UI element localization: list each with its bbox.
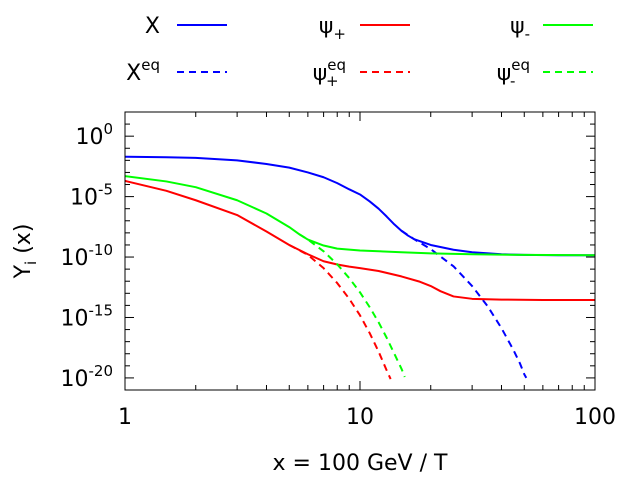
series-line-psi_minus (125, 175, 595, 257)
y-tick-exponent: -15 (89, 301, 114, 319)
legend-entry-psi_plus_eq: ψeq + (313, 56, 410, 90)
series-line-psi_minus_eq (298, 233, 406, 378)
legend-label-sup: eq (141, 56, 160, 74)
y-tick-exponent: -10 (89, 241, 114, 259)
y-axis-title-base: Y (11, 264, 36, 279)
y-tick-base: 10 (61, 367, 89, 392)
legend-label: ψeq + (313, 56, 346, 90)
legend-label: ψ+ (319, 14, 346, 43)
legend-label-base: ψ (313, 61, 328, 86)
series-layer (125, 155, 595, 380)
series-line-psi_plus (125, 179, 595, 301)
legend-label-base: X (145, 14, 160, 39)
series-line-Xeq (400, 229, 528, 379)
x-tick-label: 1 (118, 405, 132, 430)
legend-label-base: ψ (319, 14, 334, 39)
legend-label: ψeq - (497, 56, 530, 90)
y-tick-base: 10 (61, 246, 89, 271)
y-tick-base: 10 (75, 125, 103, 150)
legend-label-sub: + (333, 25, 346, 43)
legend-label-base: ψ (510, 14, 525, 39)
legend-label-sup: eq (327, 56, 346, 74)
y-tick-label: 10-5 (70, 181, 113, 211)
x-tick-label: 100 (574, 405, 616, 430)
legend-entry-psi_minus: ψ- (510, 14, 593, 43)
legend-entry-X: X (145, 14, 227, 39)
y-tick-base: 10 (61, 306, 89, 331)
y-tick-exponent: -5 (98, 181, 113, 199)
legend-label: ψ- (510, 14, 530, 43)
legend-label-sub: + (326, 72, 339, 90)
legend-label: X (145, 14, 160, 39)
legend-entry-psi_plus: ψ+ (319, 14, 410, 43)
y-tick-base: 10 (70, 186, 98, 211)
y-axis-title-rest: (x) (11, 224, 36, 261)
legend-label-sub: - (510, 72, 515, 90)
legend-label-sub: - (525, 25, 530, 43)
series-line-X (125, 155, 595, 257)
x-tick-label: 10 (346, 405, 374, 430)
x-axis-title: x = 100 GeV / T (273, 451, 448, 476)
legend-entry-psi_minus_eq: ψeq - (497, 56, 593, 90)
y-tick-label: 100 (75, 120, 113, 150)
legend-label-base: ψ (497, 61, 512, 86)
y-tick-label: 10-10 (61, 241, 114, 271)
legend-entry-Xeq: Xeq (126, 56, 227, 86)
y-tick-label: 10-20 (61, 362, 114, 392)
legend-label-base: X (126, 61, 141, 86)
y-tick-label: 10-15 (61, 301, 114, 331)
y-axis-title-sub: i (22, 261, 40, 265)
legend-label: Xeq (126, 56, 160, 86)
legend-label-sup: eq (511, 56, 530, 74)
y-tick-exponent: 0 (103, 120, 113, 138)
y-axis-title: Yi (x) (11, 224, 40, 280)
y-tick-exponent: -20 (89, 362, 114, 380)
